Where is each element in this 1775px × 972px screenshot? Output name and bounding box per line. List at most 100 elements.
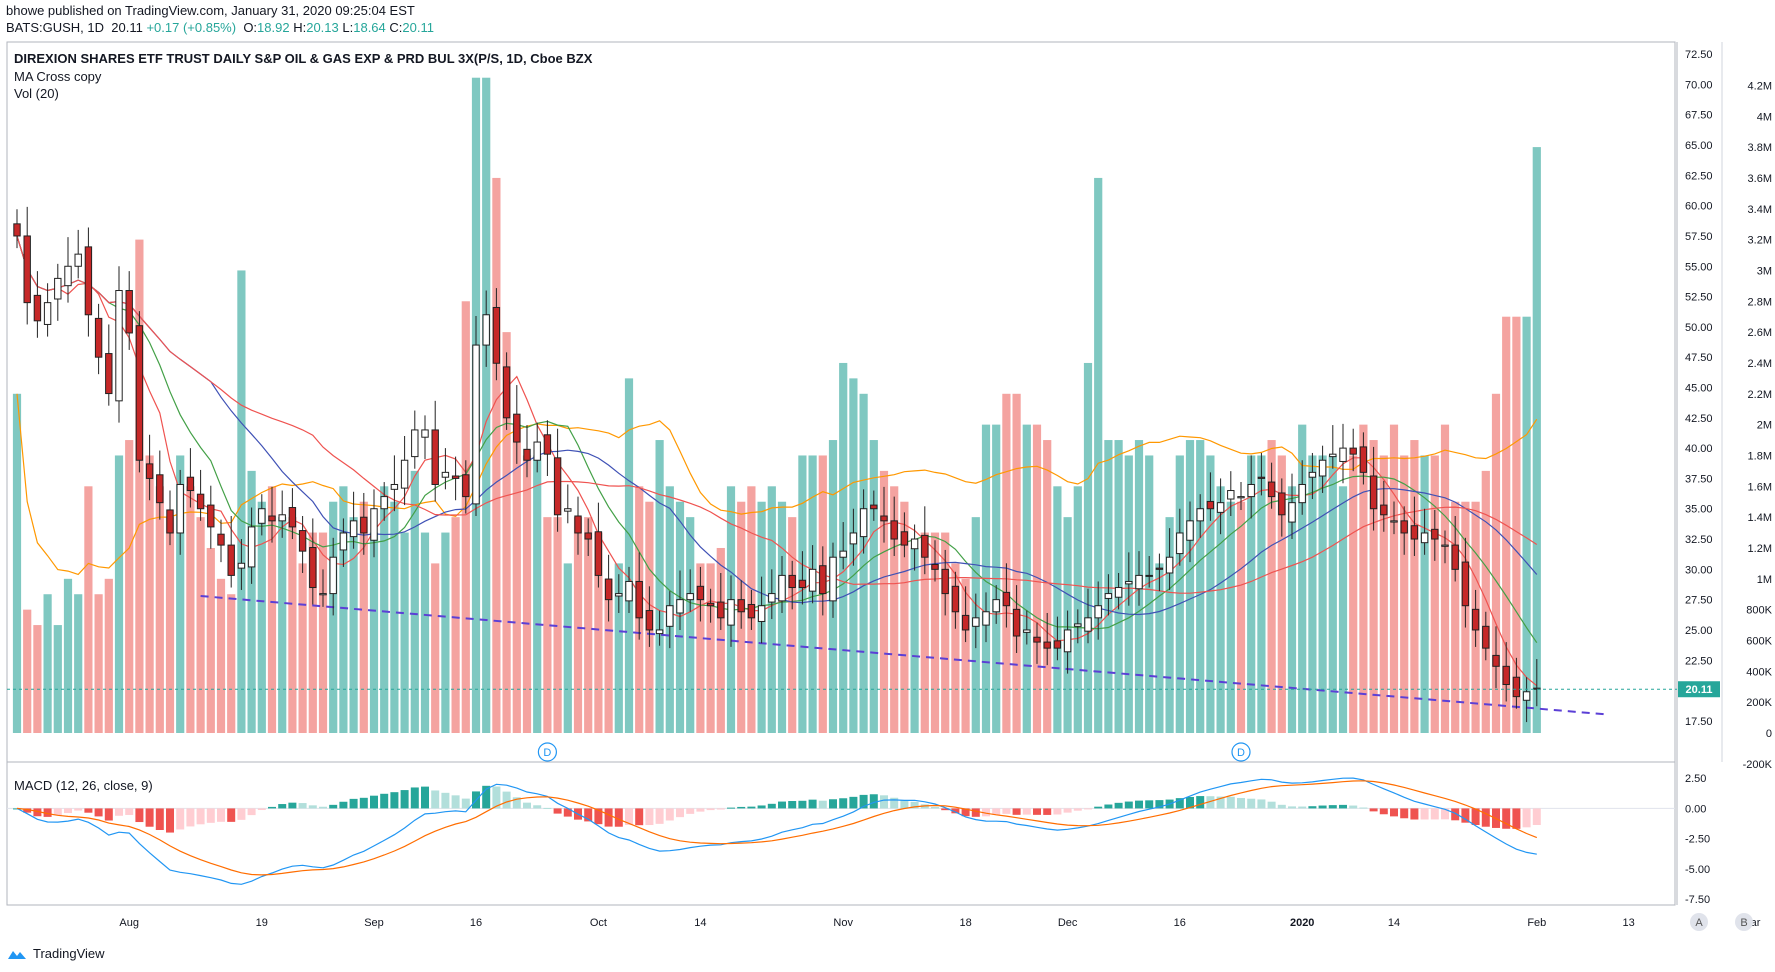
candle-body bbox=[768, 593, 776, 603]
candle-body bbox=[1186, 520, 1194, 541]
macd-histogram-bar bbox=[257, 808, 266, 811]
macd-histogram-bar bbox=[1318, 805, 1327, 809]
volume-tick-label: 2M bbox=[1757, 420, 1772, 432]
price-tick-label: 72.50 bbox=[1685, 49, 1713, 61]
macd-histogram-bar bbox=[961, 808, 970, 817]
dividend-marker: D bbox=[537, 742, 558, 762]
macd-histogram-bar bbox=[1308, 806, 1317, 809]
candle-body bbox=[431, 429, 439, 485]
volume-bar bbox=[1512, 316, 1521, 733]
macd-histogram-bar bbox=[115, 808, 123, 816]
macd-histogram-bar bbox=[145, 808, 154, 827]
volume-bar bbox=[1400, 455, 1409, 733]
candle-body bbox=[870, 504, 878, 510]
candle-body bbox=[1431, 528, 1439, 540]
candle-body bbox=[1145, 574, 1153, 577]
candle-body bbox=[247, 526, 256, 568]
macd-histogram-bar bbox=[757, 805, 766, 809]
volume-bar bbox=[1175, 455, 1184, 733]
candle-body bbox=[513, 413, 521, 443]
candle-body bbox=[1502, 665, 1510, 686]
macd-histogram-bar bbox=[1400, 808, 1409, 819]
macd-histogram-bar bbox=[206, 808, 215, 823]
macd-tick-label: -7.50 bbox=[1685, 894, 1710, 906]
volume-bar bbox=[1022, 424, 1031, 733]
volume-bar bbox=[563, 563, 572, 733]
volume-bar bbox=[23, 609, 32, 733]
candle-body bbox=[370, 508, 378, 541]
tradingview-logo[interactable]: TradingView bbox=[6, 946, 105, 961]
macd-histogram-bar bbox=[676, 808, 684, 818]
volume-bar bbox=[1379, 455, 1388, 733]
volume-bar bbox=[1226, 501, 1235, 733]
volume-bar bbox=[400, 532, 409, 733]
volume-bar bbox=[135, 239, 144, 733]
candle-body bbox=[349, 520, 358, 538]
volume-bar bbox=[431, 563, 440, 733]
candle-body bbox=[1074, 623, 1082, 627]
candle-body bbox=[502, 366, 511, 419]
time-tick-label: 13 bbox=[1622, 917, 1634, 929]
candle-body bbox=[1298, 483, 1306, 504]
volume-bar bbox=[910, 547, 919, 733]
volume-bar bbox=[33, 625, 42, 733]
price-tick-label: 57.50 bbox=[1685, 231, 1713, 243]
volume-bar bbox=[257, 501, 266, 733]
candle-body bbox=[390, 483, 399, 490]
candle-body bbox=[156, 474, 164, 504]
volume-bar bbox=[1247, 455, 1256, 733]
volume-bar bbox=[900, 501, 909, 733]
macd-histogram-bar bbox=[155, 808, 164, 830]
price-tick-label: 22.50 bbox=[1685, 655, 1713, 667]
candle-body bbox=[798, 579, 807, 589]
candle-body bbox=[1135, 574, 1143, 590]
macd-histogram-bar bbox=[778, 801, 786, 809]
macd-histogram-bar bbox=[1420, 808, 1429, 820]
volume-bar bbox=[53, 625, 62, 733]
macd-histogram-bar bbox=[451, 795, 460, 809]
scale-button-a[interactable]: A bbox=[1690, 913, 1708, 931]
macd-histogram-bar bbox=[523, 802, 531, 809]
volume-bar bbox=[63, 578, 73, 733]
volume-bar bbox=[196, 517, 205, 733]
volume-bar bbox=[553, 517, 562, 733]
volume-tick-label: 1.4M bbox=[1748, 512, 1772, 524]
volume-bar bbox=[1522, 316, 1531, 733]
candle-body bbox=[819, 565, 827, 595]
candle-body bbox=[727, 599, 735, 626]
candle-body bbox=[1176, 532, 1184, 555]
volume-tick-label: 3M bbox=[1757, 265, 1772, 277]
dividend-label: D bbox=[1237, 747, 1245, 759]
volume-bar bbox=[706, 563, 715, 733]
candle-body bbox=[309, 547, 317, 589]
macd-histogram-bar bbox=[727, 807, 735, 809]
candle-body bbox=[451, 475, 460, 479]
macd-signal-line bbox=[16, 780, 1538, 876]
volume-tick-label: 4M bbox=[1757, 111, 1772, 123]
macd-histogram-bar bbox=[237, 808, 246, 820]
ma-slow-line bbox=[16, 235, 1538, 616]
open-value: 18.92 bbox=[257, 20, 290, 35]
price-tick-label: 50.00 bbox=[1685, 322, 1713, 334]
candle-body bbox=[411, 429, 419, 458]
macd-histogram-bar bbox=[339, 801, 348, 809]
candle-body bbox=[227, 544, 235, 576]
candle-body bbox=[217, 533, 225, 546]
volume-bar bbox=[1155, 563, 1164, 733]
candle-body bbox=[859, 508, 868, 538]
candle-body bbox=[360, 516, 368, 534]
volume-bar bbox=[390, 501, 399, 733]
volume-bar bbox=[890, 486, 899, 733]
time-tick-label: 14 bbox=[694, 917, 706, 929]
macd-histogram-bar bbox=[1155, 800, 1164, 809]
scale-button-b[interactable]: B bbox=[1735, 913, 1753, 931]
macd-histogram-bar bbox=[880, 795, 888, 809]
volume-bar bbox=[1338, 486, 1348, 733]
candle-body bbox=[1033, 636, 1041, 643]
candle-body bbox=[553, 457, 562, 516]
macd-histogram-bar bbox=[1379, 808, 1388, 815]
price-tick-label: 60.00 bbox=[1685, 201, 1713, 213]
macd-histogram-bar bbox=[84, 808, 93, 813]
candle-body bbox=[115, 290, 123, 402]
